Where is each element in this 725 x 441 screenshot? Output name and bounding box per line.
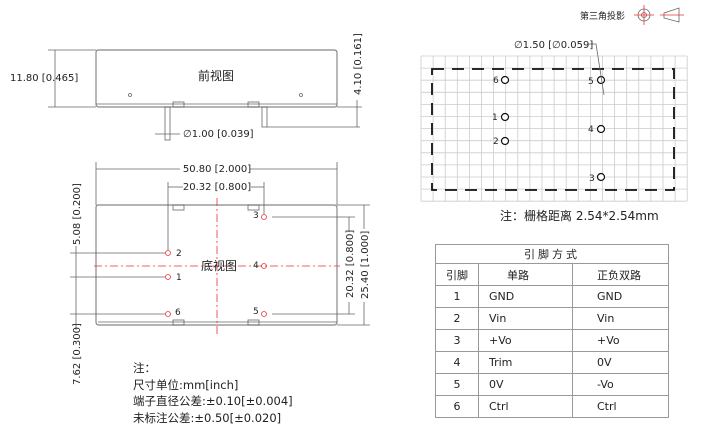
grid-note: 注：栅格距离 2.54*2.54mm bbox=[500, 208, 659, 223]
svg-text:4: 4 bbox=[588, 125, 594, 135]
svg-text:4: 4 bbox=[253, 261, 259, 271]
bottom-height-dim: 25.40 [1.000] bbox=[360, 231, 371, 299]
pin-col-spacing-dim: 20.32 [0.800] bbox=[183, 182, 251, 193]
svg-text:1: 1 bbox=[176, 273, 182, 283]
bottom-width-dim: 50.80 [2.000] bbox=[183, 164, 251, 175]
hole-1: 1 bbox=[492, 112, 510, 123]
front-view-title: 前视图 bbox=[198, 68, 234, 83]
svg-text:3: 3 bbox=[589, 174, 595, 184]
front-view: 前视图 11.80 [0.465] 4.10 [0.161] ∅1.00 [0.… bbox=[10, 33, 364, 141]
hole-2: 2 bbox=[493, 136, 510, 147]
front-height-dim: 11.80 [0.465] bbox=[10, 73, 78, 84]
third-angle-projection-icon bbox=[634, 5, 684, 25]
note-general-tolerance: 未标注公差:±0.50[±0.020] bbox=[133, 410, 282, 425]
pin-diameter-dim: ∅1.00 [0.039] bbox=[183, 129, 254, 140]
projection-label: 第三角投影 bbox=[580, 10, 625, 22]
hole-6: 6 bbox=[493, 75, 510, 86]
table-row: 6 Ctrl Ctrl bbox=[435, 395, 669, 418]
pin-5: 5 bbox=[253, 307, 267, 317]
bottom-view: 底视图 2 1 6 3 4 5 50.80 [2.000] 20.32 [0.8… bbox=[70, 162, 371, 385]
pin-row-span-dim: 20.32 [0.800] bbox=[345, 230, 356, 298]
notes: 注： 尺寸单位:mm[inch] 端子直径公差:±0.10[±0.004] 未标… bbox=[133, 360, 293, 426]
pin-length-dim: 4.10 [0.161] bbox=[353, 33, 364, 95]
table-row: 4 Trim 0V bbox=[435, 351, 669, 374]
pin-table-header: 引脚 单路 正负双路 bbox=[435, 263, 669, 286]
svg-text:6: 6 bbox=[175, 308, 181, 318]
note-pin-tolerance: 端子直径公差:±0.10[±0.004] bbox=[133, 394, 293, 408]
pcb-layout: 6 1 2 5 4 3 ∅1.50 [∅0.059] 注：栅格距离 2.54*2… bbox=[420, 40, 688, 223]
pin-table: 引脚方式 引脚 单路 正负双路 1 GND GND 2 Vin Vin 3 +Vo +Vo … bbox=[435, 244, 669, 418]
svg-text:5: 5 bbox=[588, 77, 594, 87]
hole-3: 3 bbox=[589, 172, 606, 184]
table-row: 2 Vin Vin bbox=[435, 307, 669, 330]
notes-heading: 注： bbox=[133, 361, 156, 375]
pin-6: 6 bbox=[165, 308, 181, 318]
svg-text:1: 1 bbox=[492, 113, 498, 123]
hole-4: 4 bbox=[588, 124, 606, 135]
bottom-view-title: 底视图 bbox=[201, 258, 237, 273]
header-single: 单路 bbox=[478, 263, 573, 286]
pin-1: 1 bbox=[165, 273, 182, 283]
svg-text:2: 2 bbox=[176, 249, 182, 259]
pin-2: 2 bbox=[165, 249, 182, 259]
table-row: 3 +Vo +Vo bbox=[435, 329, 669, 352]
svg-text:3: 3 bbox=[253, 211, 259, 221]
hole-diameter-dim: ∅1.50 [∅0.059] bbox=[514, 40, 593, 51]
pin-3: 3 bbox=[253, 211, 267, 221]
pin-4: 4 bbox=[253, 261, 267, 271]
table-row: 1 GND GND bbox=[435, 285, 669, 308]
note-units: 尺寸单位:mm[inch] bbox=[133, 377, 239, 392]
pitch-dim: 5.08 [0.200] bbox=[72, 183, 83, 245]
edge-dim: 7.62 [0.300] bbox=[72, 323, 83, 385]
header-dual: 正负双路 bbox=[572, 263, 669, 286]
module-outline bbox=[431, 68, 675, 191]
svg-text:2: 2 bbox=[493, 137, 499, 147]
pin-table-title: 引脚方式 bbox=[435, 244, 669, 264]
grid bbox=[420, 55, 688, 202]
svg-text:6: 6 bbox=[493, 76, 499, 86]
table-row: 5 0V -Vo bbox=[435, 373, 669, 396]
header-pin: 引脚 bbox=[435, 263, 479, 286]
svg-text:5: 5 bbox=[253, 307, 259, 317]
